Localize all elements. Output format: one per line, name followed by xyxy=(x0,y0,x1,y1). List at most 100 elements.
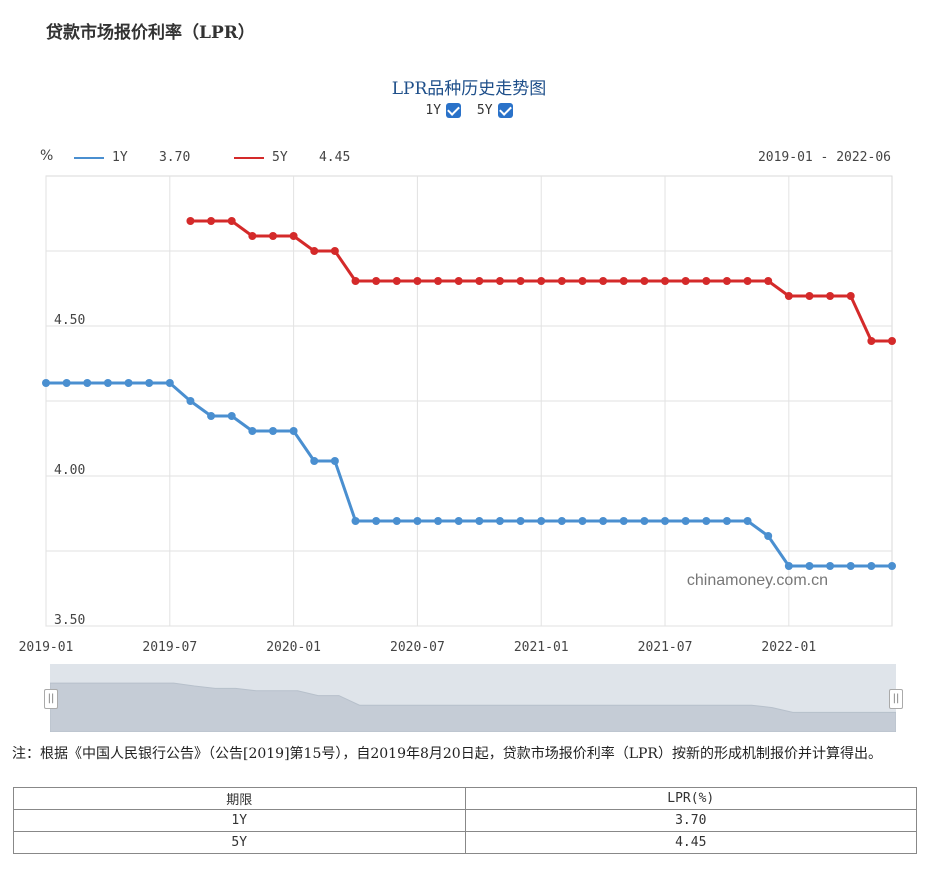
data-point-5Y xyxy=(764,277,773,285)
watermark: chinamoney.com.cn xyxy=(687,572,828,589)
data-point-5Y xyxy=(578,277,587,285)
y-tick-label: 3.50 xyxy=(54,613,85,628)
data-point-1Y xyxy=(207,412,216,420)
line-swatch-icon xyxy=(74,156,104,159)
data-point-5Y xyxy=(681,277,690,285)
x-tick-label: 2019-07 xyxy=(142,640,197,655)
data-point-5Y xyxy=(434,277,443,285)
data-point-1Y xyxy=(454,517,463,525)
data-point-5Y xyxy=(722,277,731,285)
data-point-5Y xyxy=(351,277,360,285)
data-point-5Y xyxy=(743,277,752,285)
data-point-5Y xyxy=(268,232,277,240)
data-point-5Y xyxy=(475,277,484,285)
data-point-5Y xyxy=(227,217,236,225)
data-point-5Y xyxy=(557,277,566,285)
legend-item-5y[interactable]: 5Y 4.45 xyxy=(234,150,350,165)
table-cell: 3.70 xyxy=(464,809,917,832)
data-point-1Y xyxy=(103,379,112,387)
date-range: 2019-01 - 2022-06 xyxy=(757,150,891,165)
toggle-1y[interactable]: 1Y xyxy=(425,103,462,118)
data-point-5Y xyxy=(516,277,525,285)
data-point-1Y xyxy=(227,412,236,420)
data-point-1Y xyxy=(83,379,92,387)
toggle-5y-label: 5Y xyxy=(476,103,493,118)
zoom-slider[interactable] xyxy=(49,664,897,733)
data-point-5Y xyxy=(454,277,463,285)
data-point-5Y xyxy=(207,217,216,225)
slider-left-handle[interactable]: || xyxy=(44,689,58,709)
footnote: 注：根据《中国人民银行公告》（公告[2019]第15号），自2019年8月20日… xyxy=(12,746,882,762)
data-point-1Y xyxy=(681,517,690,525)
line-chart: 2019-01 2019-07 2020-01 2020-07 2021-01 2021-… xyxy=(19,175,896,655)
table-header-cell: LPR(%) xyxy=(464,787,917,810)
toggle-1y-label: 1Y xyxy=(425,103,442,118)
toggle-5y[interactable]: 5Y xyxy=(477,103,513,118)
table-row: 1Y 3.70 xyxy=(13,809,917,832)
data-point-1Y xyxy=(867,562,876,570)
y-tick-label: 4.50 xyxy=(54,313,85,328)
series-line-1Y xyxy=(46,381,892,568)
data-point-5Y xyxy=(619,277,628,285)
table-header-cell: 期限 xyxy=(13,787,466,810)
data-point-1Y xyxy=(145,379,154,387)
data-point-5Y xyxy=(640,277,649,285)
data-point-5Y xyxy=(330,247,339,255)
data-point-1Y xyxy=(619,517,628,525)
data-point-5Y xyxy=(805,292,814,300)
table-cell: 1Y xyxy=(13,809,466,832)
data-point-1Y xyxy=(846,562,855,570)
data-point-1Y xyxy=(330,457,339,465)
checkbox-checked-icon[interactable] xyxy=(446,103,462,118)
data-point-1Y xyxy=(165,379,174,387)
series-toggles: 1Y 5Y xyxy=(0,103,938,118)
data-point-5Y xyxy=(661,277,670,285)
x-tick-label: 2020-07 xyxy=(390,640,445,655)
data-point-1Y xyxy=(392,517,401,525)
data-point-1Y xyxy=(475,517,484,525)
line-swatch-icon xyxy=(234,156,264,159)
data-point-5Y xyxy=(413,277,422,285)
data-point-1Y xyxy=(557,517,566,525)
data-point-5Y xyxy=(888,337,896,345)
data-point-1Y xyxy=(764,532,773,540)
data-point-1Y xyxy=(124,379,133,387)
legend-1y-value: 3.70 xyxy=(158,150,191,165)
data-point-5Y xyxy=(495,277,504,285)
data-point-1Y xyxy=(578,517,587,525)
data-point-1Y xyxy=(434,517,443,525)
chart-title: LPR品种历史走势图 xyxy=(391,79,547,99)
x-tick-label: 2019-01 xyxy=(19,640,74,655)
data-point-1Y xyxy=(372,517,381,525)
legend-5y-value: 4.45 xyxy=(318,150,351,165)
data-point-1Y xyxy=(661,517,670,525)
data-point-5Y xyxy=(826,292,835,300)
data-point-1Y xyxy=(248,427,257,435)
data-point-1Y xyxy=(186,397,195,405)
legend-1y-name: 1Y xyxy=(112,150,128,165)
data-point-1Y xyxy=(289,427,298,435)
data-point-5Y xyxy=(846,292,855,300)
data-point-1Y xyxy=(516,517,525,525)
data-point-5Y xyxy=(702,277,711,285)
slider-preview xyxy=(49,682,897,733)
x-tick-label: 2020-01 xyxy=(266,640,321,655)
data-point-1Y xyxy=(722,517,731,525)
data-point-1Y xyxy=(268,427,277,435)
x-tick-label: 2021-07 xyxy=(638,640,693,655)
data-point-1Y xyxy=(640,517,649,525)
data-point-1Y xyxy=(805,562,814,570)
data-point-1Y xyxy=(351,517,360,525)
data-point-1Y xyxy=(537,517,546,525)
data-point-1Y xyxy=(310,457,319,465)
slider-right-handle[interactable]: || xyxy=(889,689,903,709)
legend-item-1y[interactable]: 1Y 3.70 xyxy=(74,150,190,165)
x-tick-label: 2021-01 xyxy=(514,640,569,655)
data-point-1Y xyxy=(42,379,50,387)
table-cell: 4.45 xyxy=(464,831,917,854)
legend-5y-name: 5Y xyxy=(272,150,288,165)
checkbox-checked-icon[interactable] xyxy=(497,103,513,118)
data-point-1Y xyxy=(826,562,835,570)
page-title: 贷款市场报价利率（LPR） xyxy=(46,23,255,43)
data-point-5Y xyxy=(867,337,876,345)
